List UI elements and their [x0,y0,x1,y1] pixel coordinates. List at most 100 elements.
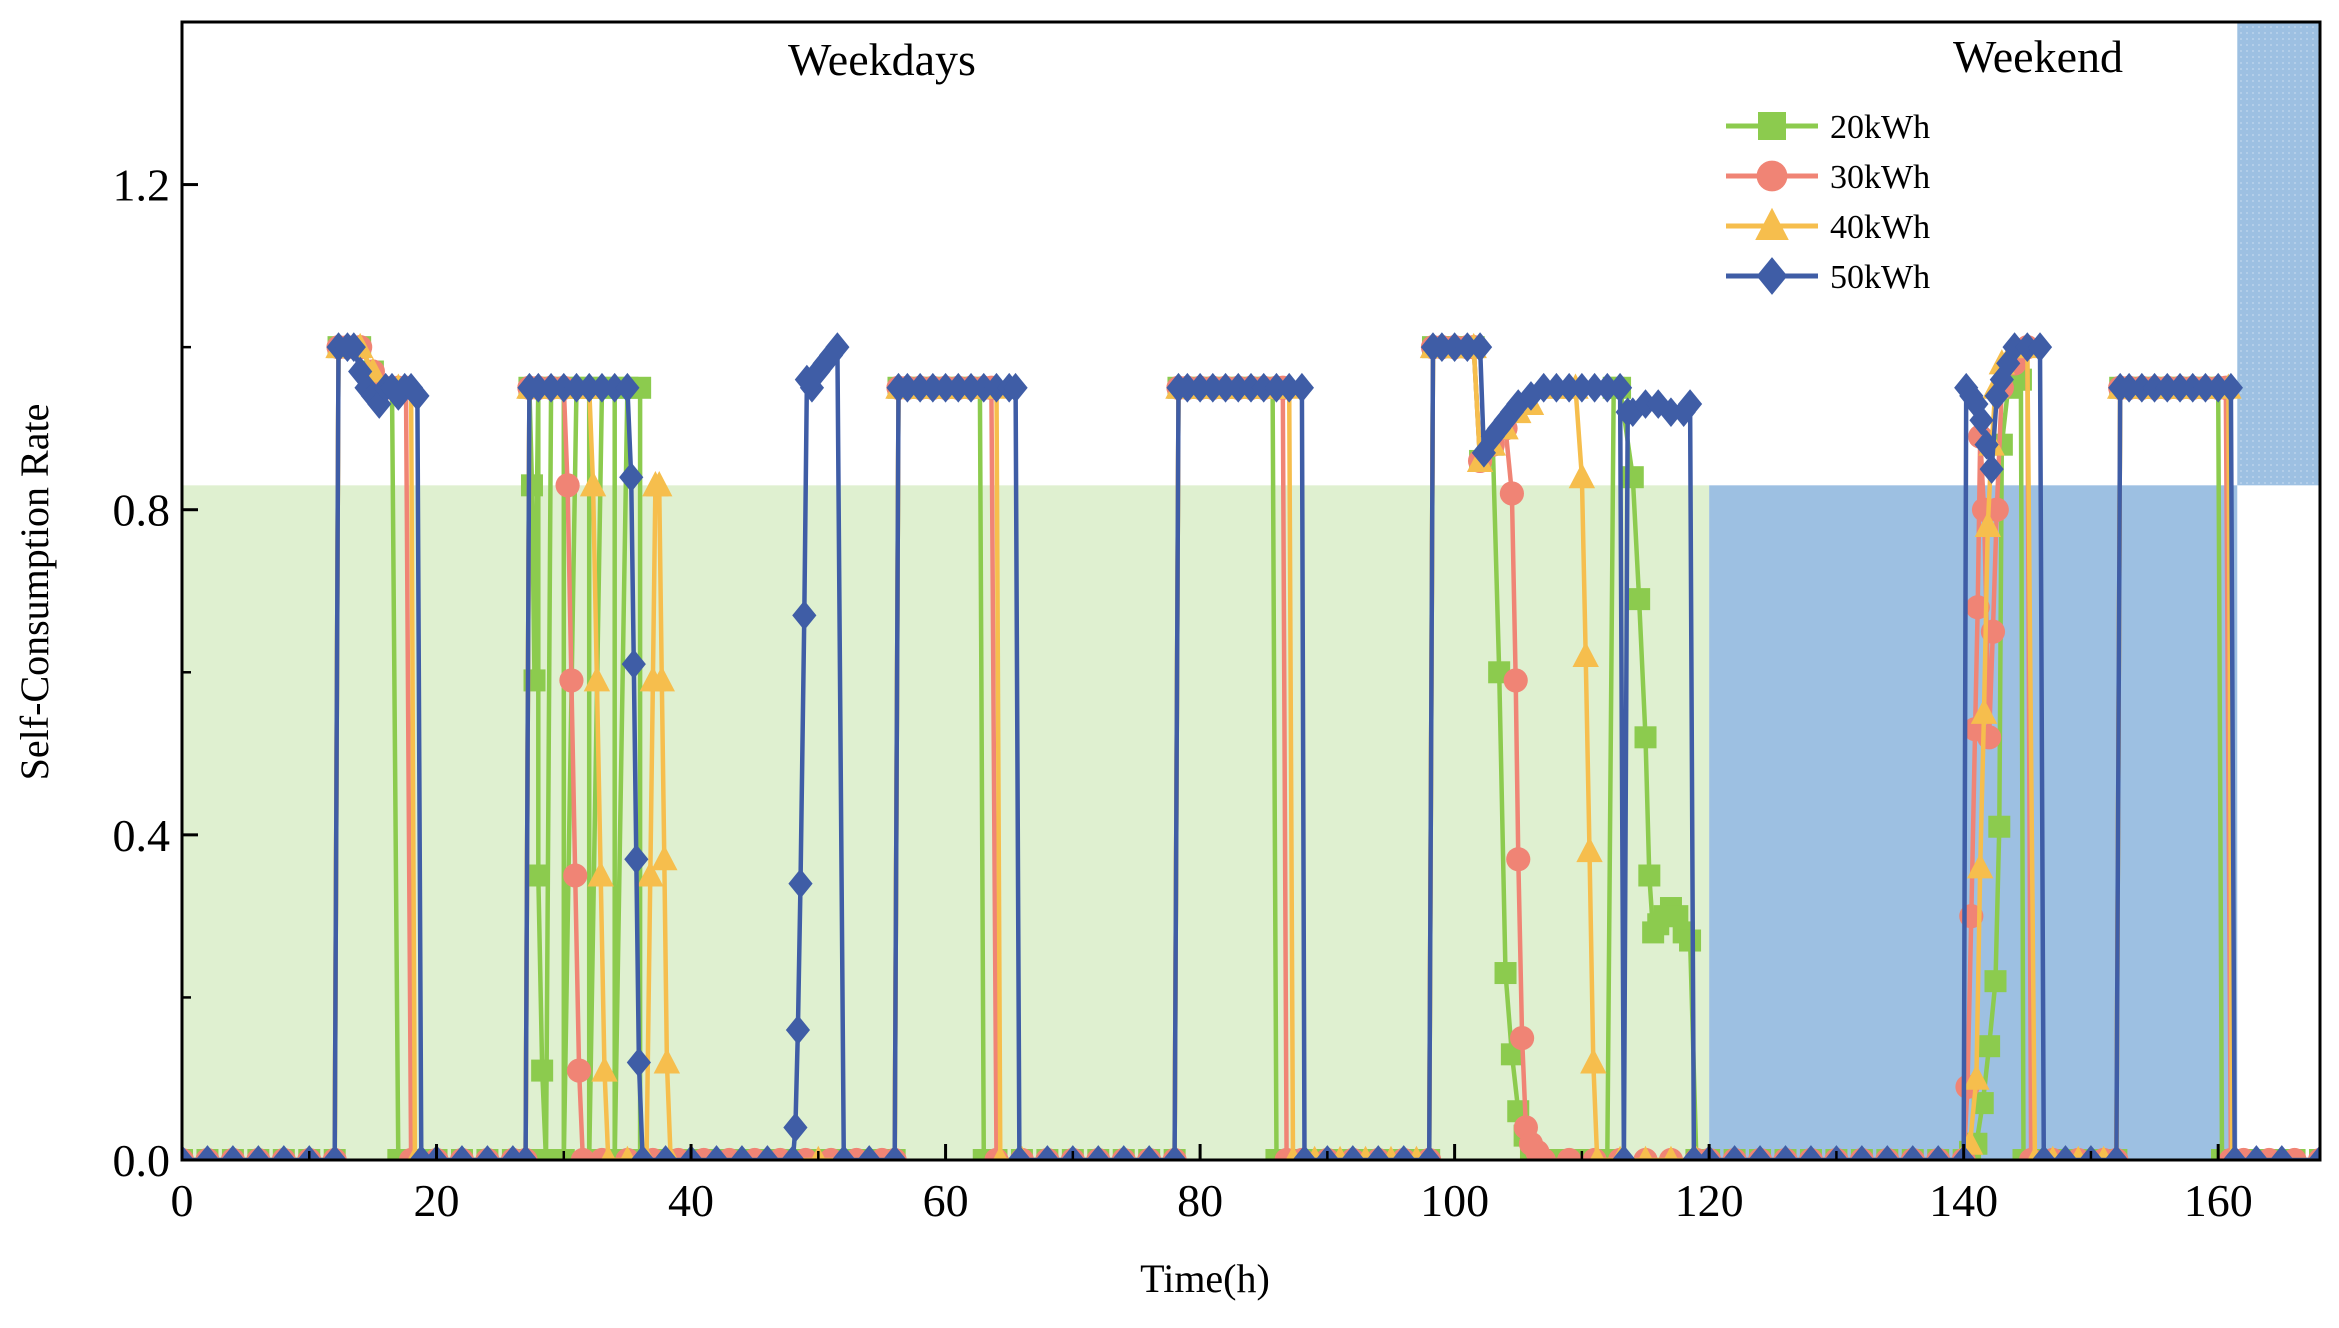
data-point [729,1145,755,1160]
data-point [825,332,850,362]
data-point [182,1145,195,1160]
data-point [1849,1145,1874,1160]
data-point [2180,372,2205,403]
data-point [1634,726,1657,749]
legend-marker-shape [1756,160,1788,192]
x-tick-label: 40 [668,1175,714,1226]
data-point [1974,511,2002,537]
data-point [1984,970,2007,993]
data-point [812,348,837,379]
data-point [621,649,646,680]
data-point [520,474,543,497]
legend-item-30kwh: 30kWh [1726,159,1930,196]
data-point [1679,929,1702,952]
data-point [360,381,385,411]
data-point [1480,421,1505,452]
data-point [563,863,588,888]
data-point [1681,1145,1706,1160]
data-point [1007,1145,1032,1160]
legend-marker-shape [1758,112,1786,140]
data-point [624,844,649,875]
y-axis-title: Self-Consumption Rate [12,404,57,781]
data-point [780,1145,805,1160]
y-tick-label: 0.0 [113,1135,171,1186]
data-point [783,1112,808,1143]
data-point [626,1047,651,1078]
data-point [648,666,675,692]
data-point [1545,1149,1568,1160]
series-50kwh [182,332,2320,1160]
data-point [992,1145,1008,1160]
legend-item-50kwh: 50kWh [1726,257,1930,296]
data-point [220,1145,246,1160]
data-point [619,1145,635,1160]
data-point [1035,1145,1060,1160]
data-point [1340,1145,1365,1160]
data-point [1277,372,1302,403]
data-point [1213,372,1238,403]
data-point [1638,1145,1653,1160]
data-point [1568,462,1596,489]
data-point [1611,1145,1636,1160]
data-point [600,1145,616,1160]
data-point [2307,1145,2320,1160]
x-tick-label: 60 [923,1175,969,1226]
data-point [1580,1048,1607,1074]
data-point [1628,588,1651,611]
data-point [1137,1145,1162,1160]
data-point [559,668,584,693]
data-point [1417,1145,1442,1160]
data-point [2167,372,2193,403]
data-point [946,372,971,403]
data-point [2129,372,2154,403]
data-point [1638,864,1661,887]
data-point [1238,372,1264,403]
data-point [1989,364,2014,395]
data-point [1506,389,1531,419]
data-point [1187,372,1213,403]
data-point [1582,372,1607,403]
legend-label-40kwh: 40kWh [1830,209,1930,246]
data-point [1111,1145,1136,1160]
data-point [651,844,678,871]
data-point [1391,1145,1416,1160]
data-point [1494,962,1517,985]
data-point [1557,1147,1582,1160]
data-point [1569,372,1594,403]
data-point [831,1145,856,1160]
data-point [1970,698,1998,724]
data-point [653,1048,681,1074]
x-tick-label: 100 [1420,1175,1489,1226]
data-point [564,372,589,403]
data-point [1264,372,1289,403]
legend-marker-triangle [1755,207,1789,240]
data-point [409,1145,434,1160]
data-point [555,473,580,498]
data-point [579,471,607,497]
data-point [1978,1035,2001,1058]
data-point [2193,372,2218,403]
data-point [1798,1145,1824,1160]
data-point [2269,1145,2294,1160]
x-tick-label: 160 [2184,1175,2253,1226]
weekend-label: Weekend [1953,31,2123,82]
data-point [195,1145,220,1160]
legend-label-50kwh: 50kWh [1830,259,1930,296]
data-point [348,356,373,387]
data-point [984,372,1009,403]
weekdays-label: Weekdays [788,34,976,85]
legend-item-20kwh: 20kWh [1726,109,1930,146]
data-point [1595,372,1620,403]
data-point [1455,332,1480,362]
data-point [857,1145,882,1160]
data-point [566,1058,592,1083]
data-point [1979,454,2004,484]
data-point [449,1145,475,1160]
data-point [354,372,379,403]
data-point [1557,372,1582,403]
data-point [2142,372,2167,403]
series-line-30kwh [182,344,2320,1160]
data-point [920,372,945,403]
data-point [2002,332,2027,362]
data-point [895,372,920,403]
